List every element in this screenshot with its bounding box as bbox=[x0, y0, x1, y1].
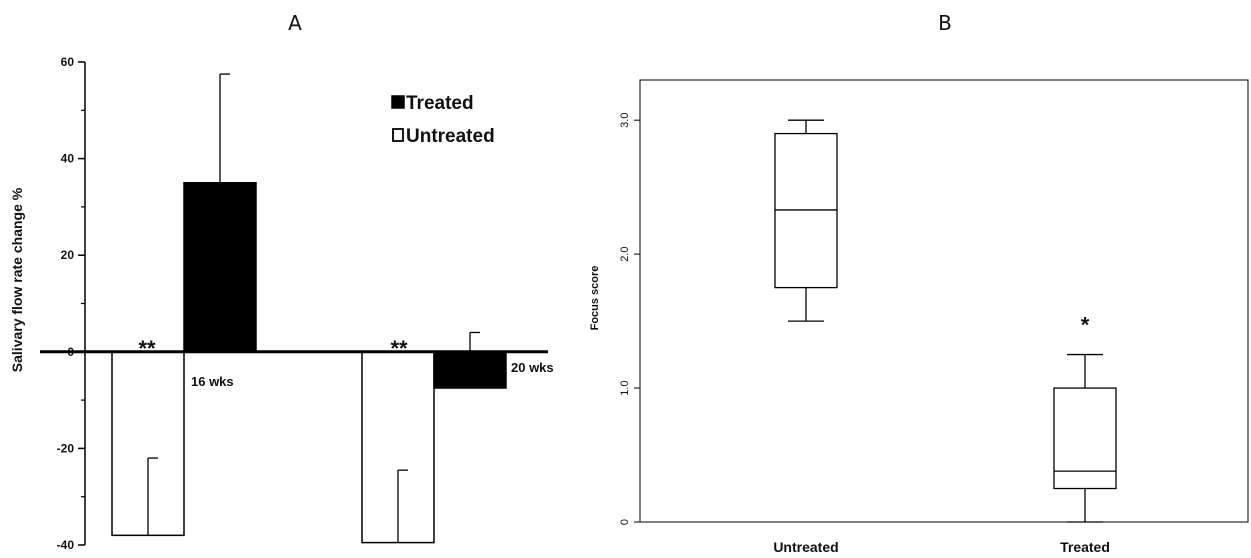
panel-b-y-tick-label: 1.0 bbox=[619, 380, 631, 395]
panel-b-plot-frame bbox=[639, 79, 1249, 523]
panel-a-significance-16wks: ** bbox=[138, 336, 156, 361]
panel-a-y-tick-label: -20 bbox=[57, 441, 75, 455]
panel-a-group-label-20wks: 20 wks bbox=[511, 360, 554, 375]
legend-swatch-treated bbox=[391, 95, 405, 109]
panel-b-box-untreated bbox=[774, 132, 838, 289]
panel-a-y-tick-label: 60 bbox=[61, 55, 75, 69]
legend-label-treated: Treated bbox=[406, 93, 474, 114]
panel-a-significance-20wks: ** bbox=[390, 336, 408, 361]
panel-b-category-treated: Treated bbox=[1060, 539, 1110, 555]
panel-b-y-tick-label: 2.0 bbox=[619, 246, 631, 261]
legend-label-untreated: Untreated bbox=[406, 126, 495, 147]
panel-a-legend: Treated Untreated bbox=[391, 93, 495, 147]
legend-swatch-untreated bbox=[392, 128, 404, 142]
panel-b-box-treated bbox=[1053, 387, 1117, 490]
panel-b-y-axis-title: Focus score bbox=[589, 266, 601, 331]
panel-a-bar-treated-16wks bbox=[183, 182, 257, 353]
panel-a-y-tick-label: -40 bbox=[57, 538, 75, 552]
panel-a-label: A bbox=[288, 11, 302, 35]
panel-a-y-tick-label: 40 bbox=[61, 152, 75, 166]
panel-b-y-tick-label: 3.0 bbox=[619, 113, 631, 128]
panel-b: B Focus score 0 1.0 2.0 3.0 Untreated Treat… bbox=[589, 11, 1249, 555]
panel-b-label: B bbox=[938, 11, 952, 35]
panel-a-y-axis-title: Salivary flow rate change % bbox=[9, 187, 25, 372]
panel-b-y-tick-label: 0 bbox=[619, 519, 631, 525]
panel-a-group-label-16wks: 16 wks bbox=[191, 374, 234, 389]
panel-b-significance-treated: * bbox=[1081, 313, 1090, 338]
panel-a-y-tick-label: 20 bbox=[61, 248, 75, 262]
panel-b-category-untreated: Untreated bbox=[773, 539, 838, 555]
panel-a: A Salivary flow rate change % 6040200-20… bbox=[9, 11, 554, 552]
